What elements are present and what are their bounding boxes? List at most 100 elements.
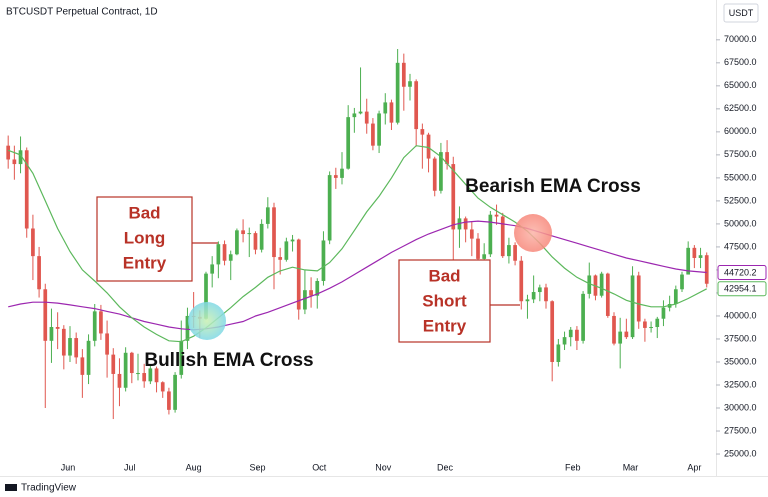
candle bbox=[395, 49, 400, 125]
x-tick-label: Jun bbox=[61, 462, 76, 472]
candle-body bbox=[680, 274, 684, 290]
candle-body bbox=[556, 344, 561, 362]
candle bbox=[265, 197, 270, 229]
candle bbox=[618, 317, 623, 369]
annotation-text: Bad bbox=[428, 266, 460, 285]
y-tick-label: 25000.0 bbox=[724, 448, 757, 458]
candle-body bbox=[420, 129, 425, 135]
candle-body bbox=[439, 152, 443, 191]
candle-body bbox=[105, 333, 109, 355]
candle bbox=[228, 250, 233, 281]
candle bbox=[408, 73, 412, 101]
candle-body bbox=[414, 81, 419, 130]
candle bbox=[111, 348, 116, 420]
candle bbox=[61, 325, 66, 370]
candle bbox=[136, 353, 140, 381]
candle bbox=[284, 237, 289, 262]
candle bbox=[568, 327, 573, 347]
candle-body bbox=[327, 175, 332, 241]
candle bbox=[537, 284, 542, 302]
candle-body bbox=[333, 175, 338, 178]
candle-body bbox=[37, 256, 41, 290]
candle bbox=[327, 171, 332, 245]
candle bbox=[92, 303, 97, 347]
candle bbox=[117, 358, 122, 407]
candle bbox=[105, 320, 109, 378]
candle-body bbox=[284, 241, 289, 260]
candle-body bbox=[550, 301, 555, 362]
y-tick-label: 47500.0 bbox=[724, 241, 757, 251]
candle-body bbox=[117, 373, 122, 388]
candle bbox=[507, 237, 511, 264]
candle bbox=[80, 349, 85, 398]
candle-body bbox=[247, 233, 252, 235]
candle-body bbox=[303, 290, 307, 310]
candle bbox=[99, 304, 103, 340]
candle-body bbox=[673, 289, 678, 304]
candle-body bbox=[371, 123, 375, 146]
y-tick-label: 57500.0 bbox=[724, 149, 757, 159]
candle-body bbox=[488, 214, 493, 255]
candle bbox=[68, 326, 72, 362]
candle-body bbox=[618, 331, 623, 344]
candle-body bbox=[222, 244, 227, 261]
candle-body bbox=[315, 280, 320, 296]
y-tick-label: 60000.0 bbox=[724, 126, 757, 136]
x-tick-label: Nov bbox=[375, 462, 392, 472]
y-tick-label: 62500.0 bbox=[724, 103, 757, 113]
annotation-label: Bearish EMA Cross bbox=[465, 176, 641, 197]
candle-body bbox=[99, 311, 103, 334]
candle bbox=[352, 107, 357, 133]
candle-body bbox=[624, 331, 629, 338]
candle bbox=[513, 242, 517, 266]
candle-body bbox=[568, 329, 573, 338]
candle-body bbox=[704, 255, 709, 284]
x-tick-label: Mar bbox=[623, 462, 639, 472]
candle bbox=[173, 372, 177, 413]
candle bbox=[550, 300, 555, 382]
candle-body bbox=[649, 327, 653, 329]
annotation-box bbox=[398, 259, 491, 343]
y-tick-label: 55000.0 bbox=[724, 172, 757, 182]
candle bbox=[272, 202, 276, 290]
annotation-text: Bad bbox=[128, 203, 160, 222]
candle-body bbox=[18, 150, 23, 165]
candle bbox=[649, 321, 653, 333]
y-tick-label: 67500.0 bbox=[724, 57, 757, 67]
x-tick-label: Dec bbox=[437, 462, 454, 472]
candle bbox=[247, 227, 252, 258]
candle-body bbox=[513, 245, 517, 261]
candle bbox=[704, 252, 709, 288]
candle bbox=[445, 140, 449, 170]
ema-line bbox=[8, 220, 707, 331]
y-tick-label: 40000.0 bbox=[724, 310, 757, 320]
candle-body bbox=[111, 354, 116, 374]
candle-body bbox=[377, 113, 381, 146]
candle bbox=[321, 231, 326, 286]
candle bbox=[556, 338, 561, 367]
candle-body bbox=[500, 216, 505, 257]
candle-body bbox=[68, 338, 72, 356]
candle-body bbox=[160, 382, 165, 392]
candle bbox=[358, 67, 363, 115]
candle-body bbox=[389, 102, 394, 123]
candle-body bbox=[173, 374, 177, 410]
candle bbox=[296, 238, 301, 320]
price-label: 44720.2 bbox=[724, 267, 757, 277]
candle-body bbox=[395, 62, 400, 123]
candle bbox=[587, 262, 592, 299]
candle-body bbox=[86, 340, 91, 375]
candle-body bbox=[154, 368, 159, 383]
y-tick-label: 50000.0 bbox=[724, 218, 757, 228]
candle bbox=[216, 241, 221, 279]
candle-body bbox=[476, 238, 480, 259]
candle-body bbox=[321, 240, 326, 281]
cross-marker bbox=[188, 302, 226, 340]
x-tick-label: Feb bbox=[565, 462, 581, 472]
candle-body bbox=[531, 292, 536, 300]
candle-body bbox=[401, 62, 406, 87]
candle-body bbox=[507, 245, 511, 257]
candle bbox=[309, 277, 313, 308]
candle-body bbox=[296, 239, 301, 310]
candle bbox=[401, 53, 406, 111]
